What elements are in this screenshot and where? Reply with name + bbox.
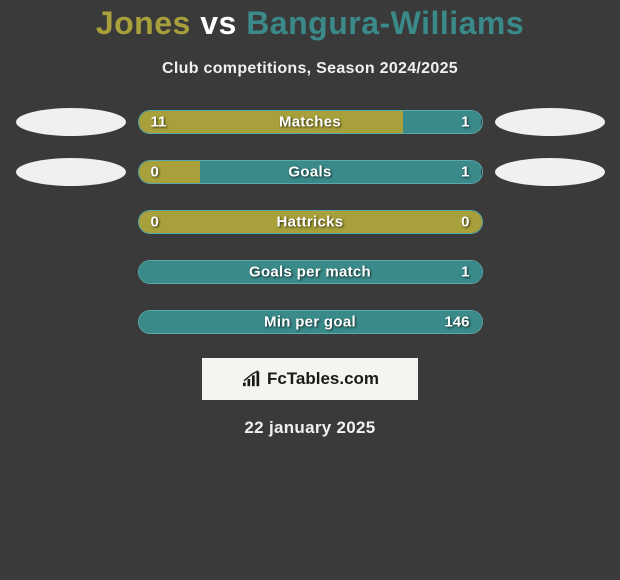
stat-row: Min per goal 146: [0, 308, 620, 336]
bar-segment-left: [139, 111, 403, 133]
chart-icon: [241, 370, 263, 388]
player2-name: Bangura-Williams: [246, 5, 524, 41]
stat-bar: Matches111: [138, 110, 483, 134]
spacer: [495, 258, 605, 286]
stat-value-right: 1: [461, 114, 469, 131]
player1-badge: [16, 158, 126, 186]
player1-badge: [16, 108, 126, 136]
stat-value-left: 0: [151, 164, 159, 181]
spacer: [16, 208, 126, 236]
stat-value-right: 1: [461, 264, 469, 281]
stat-row: Matches111: [0, 108, 620, 136]
stat-bar: Hattricks 0 0: [138, 210, 483, 234]
stat-label: Goals: [288, 164, 331, 181]
stat-value-right: 0: [461, 214, 469, 231]
stat-label: Goals per match: [249, 264, 371, 281]
stat-row: Goals 0 1: [0, 158, 620, 186]
stat-bar: Goals per match 1: [138, 260, 483, 284]
brand-badge: FcTables.com: [202, 358, 418, 400]
player2-badge: [495, 108, 605, 136]
bar-segment-right: [200, 161, 481, 183]
stat-label: Matches: [279, 114, 341, 131]
spacer: [495, 308, 605, 336]
spacer: [16, 308, 126, 336]
stat-value-left: 0: [151, 214, 159, 231]
page-title: Jones vs Bangura-Williams: [0, 5, 620, 42]
brand-text: FcTables.com: [267, 369, 379, 389]
bar-segment-right: [403, 111, 482, 133]
stat-label: Hattricks: [277, 214, 344, 231]
stat-bar: Min per goal 146: [138, 310, 483, 334]
stat-label: Min per goal: [264, 314, 356, 331]
player1-name: Jones: [96, 5, 191, 41]
subtitle: Club competitions, Season 2024/2025: [0, 60, 620, 78]
stat-value-left: 11: [151, 114, 167, 131]
spacer: [16, 258, 126, 286]
vs-text: vs: [200, 5, 237, 41]
comparison-widget: Jones vs Bangura-Williams Club competiti…: [0, 0, 620, 438]
stat-row: Hattricks 0 0: [0, 208, 620, 236]
spacer: [495, 208, 605, 236]
stat-row: Goals per match 1: [0, 258, 620, 286]
date-text: 22 january 2025: [0, 418, 620, 438]
stat-bar: Goals 0 1: [138, 160, 483, 184]
stat-value-right: 1: [461, 164, 469, 181]
player2-badge: [495, 158, 605, 186]
bar-segment-left: [139, 161, 201, 183]
stat-rows: Matches111Goals01Hattricks00Goals per ma…: [0, 108, 620, 336]
stat-value-right: 146: [444, 314, 469, 331]
